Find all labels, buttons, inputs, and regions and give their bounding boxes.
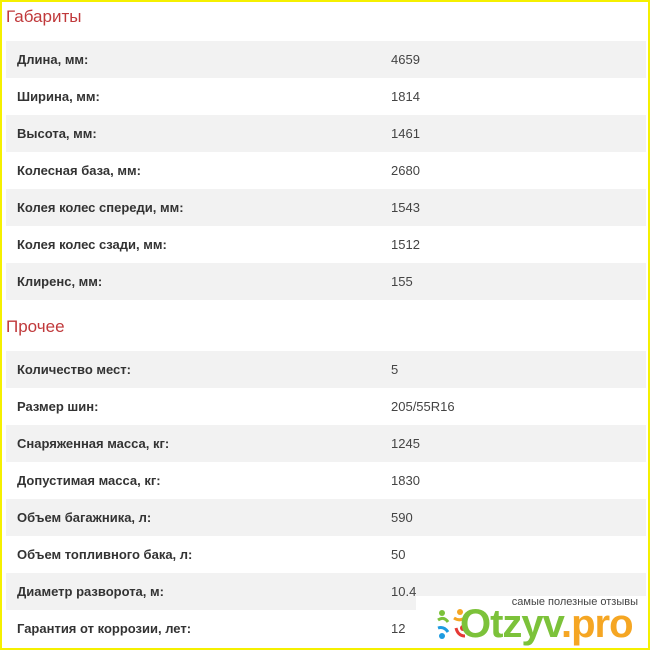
spec-label: Длина, мм: bbox=[17, 52, 89, 67]
spec-row: Ширина, мм: 1814 bbox=[6, 78, 646, 115]
spec-value: 205/55R16 bbox=[391, 399, 455, 414]
spec-label: Допустимая масса, кг: bbox=[17, 473, 161, 488]
watermark: самые полезные отзывы Otzyv.pro bbox=[416, 596, 646, 646]
spec-label: Клиренс, мм: bbox=[17, 274, 103, 289]
spec-row: Объем топливного бака, л: 50 bbox=[6, 536, 646, 573]
section-title-other: Прочее bbox=[6, 317, 65, 336]
spec-label: Колея колес спереди, мм: bbox=[17, 200, 184, 215]
spec-label: Колесная база, мм: bbox=[17, 163, 141, 178]
spec-row: Длина, мм: 4659 bbox=[6, 41, 646, 78]
spec-value: 4659 bbox=[391, 52, 420, 67]
spec-value: 50 bbox=[391, 547, 406, 562]
spec-value: 1814 bbox=[391, 89, 420, 104]
spec-row: Размер шин: 205/55R16 bbox=[6, 388, 646, 425]
spec-label: Объем топливного бака, л: bbox=[17, 547, 193, 562]
spec-label: Гарантия от коррозии, лет: bbox=[17, 621, 192, 636]
spec-value: 10.4 bbox=[391, 584, 417, 599]
spec-value: 1461 bbox=[391, 126, 420, 141]
spec-label: Диаметр разворота, м: bbox=[17, 584, 164, 599]
spec-label: Количество мест: bbox=[17, 362, 131, 377]
section-title-dimensions: Габариты bbox=[6, 7, 82, 26]
spec-label: Ширина, мм: bbox=[17, 89, 100, 104]
spec-value: 5 bbox=[391, 362, 399, 377]
spec-value: 155 bbox=[391, 274, 413, 289]
spec-row: Колея колес сзади, мм: 1512 bbox=[6, 226, 646, 263]
spec-row: Колея колес спереди, мм: 1543 bbox=[6, 189, 646, 226]
spec-row: Колесная база, мм: 2680 bbox=[6, 152, 646, 189]
spec-row: Высота, мм: 1461 bbox=[6, 115, 646, 152]
watermark-tagline: самые полезные отзывы bbox=[511, 596, 638, 608]
otzyv-brand-logo: Otzyv.pro bbox=[460, 602, 634, 646]
spec-row: Объем багажника, л: 590 bbox=[6, 499, 646, 536]
spec-row: Допустимая масса, кг: 1830 bbox=[6, 462, 646, 499]
spec-value: 12 bbox=[391, 621, 406, 636]
dimensions-table: Длина, мм: 4659 Ширина, мм: 1814 Высота, мм:… bbox=[6, 41, 646, 300]
spec-value: 1245 bbox=[391, 436, 420, 451]
spec-label: Размер шин: bbox=[17, 399, 99, 414]
spec-label: Высота, мм: bbox=[17, 126, 97, 141]
spec-label: Снаряженная масса, кг: bbox=[17, 436, 170, 451]
spec-label: Колея колес сзади, мм: bbox=[17, 237, 167, 252]
spec-value: 1830 bbox=[391, 473, 420, 488]
spec-label: Объем багажника, л: bbox=[17, 510, 152, 525]
spec-value: 1512 bbox=[391, 237, 420, 252]
spec-row: Снаряженная масса, кг: 1245 bbox=[6, 425, 646, 462]
spec-value: 590 bbox=[391, 510, 413, 525]
spec-value: 2680 bbox=[391, 163, 420, 178]
spec-row: Клиренс, мм: 155 bbox=[6, 263, 646, 300]
spec-row: Гарантия от коррозии, лет: 12 bbox=[6, 610, 646, 647]
otzyv-logo-icon bbox=[437, 609, 467, 639]
spec-row: Количество мест: 5 bbox=[6, 351, 646, 388]
spec-value: 1543 bbox=[391, 200, 420, 215]
